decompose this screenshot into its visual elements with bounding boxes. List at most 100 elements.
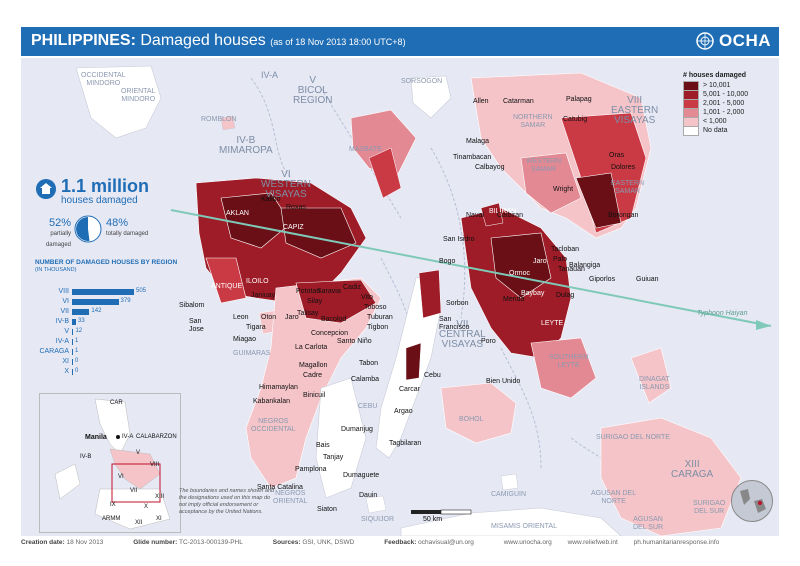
town-label: Catarman: [503, 98, 534, 105]
town-label: Tinambacan: [453, 154, 492, 161]
region-bars-heading: NUMBER OF DAMAGED HOUSES BY REGION: [35, 259, 178, 266]
province-bohol: BOHOL: [459, 416, 484, 423]
bar-region-label: VIII: [58, 288, 69, 295]
town-label: Janiuay: [251, 292, 276, 299]
inset-label: V: [136, 450, 141, 456]
town-label: Calamba: [351, 376, 380, 383]
province-sorsogon: SORSOGON: [401, 78, 443, 85]
inset-label: Manila: [85, 434, 107, 441]
inset-label: IV-B: [80, 454, 92, 460]
region-bars-unit: (IN THOUSAND): [35, 267, 77, 273]
town-label: Pototan: [296, 288, 321, 295]
town-label: Kalibo: [261, 196, 281, 203]
title-date: (as of 18 Nov 2013 18:00 UTC+8): [270, 37, 406, 47]
bar-xi: [72, 359, 73, 365]
town-label: Vito: [361, 294, 373, 301]
province-guimaras: GUIMARAS: [233, 350, 271, 357]
partially-damaged-stat: 52% partially damaged: [37, 218, 71, 251]
bar-iv-b: [72, 319, 77, 325]
footer-sources: Sources: GSI, UNK, DSWD: [272, 539, 355, 546]
town-label: Saravia: [317, 288, 341, 295]
title-topic: Damaged houses: [140, 32, 266, 49]
legend-title: # houses damaged: [683, 72, 747, 79]
town-label: Sorbon: [446, 300, 469, 307]
bar-value-label: 379: [120, 298, 131, 304]
town-label: Kabankalan: [253, 398, 290, 405]
province-capiz: CAPIZ: [283, 224, 304, 231]
town-label: Bien Unido: [486, 378, 521, 385]
town-label: Roxas: [286, 204, 306, 211]
province-western-samar: WESTERN SAMAR: [526, 158, 561, 173]
footer-bar: Creation date: 18 Nov 2013 Glide number:…: [21, 539, 779, 546]
inset-map-shape: [54, 398, 171, 530]
province-iloilo: ILOILO: [246, 278, 269, 285]
town-label: Bacolod: [321, 316, 347, 323]
province-cebu: CEBU: [358, 403, 378, 410]
town-label: Malaga: [466, 138, 489, 145]
ocha-logo: OCHA: [695, 30, 771, 52]
province-agusan-norte: AGUSAN DEL NORTE: [591, 490, 637, 505]
province-eastern-samar: EASTERN SAMAR: [611, 180, 645, 195]
town-label: La Carlota: [295, 344, 328, 351]
inset-label: CALABARZON: [136, 434, 177, 440]
bar-value-label: 1: [75, 338, 79, 344]
bar-region-label: VI: [62, 298, 69, 305]
town-label: Allen: [473, 98, 489, 105]
totally-damaged-stat: 48% totally damaged: [106, 218, 148, 240]
town-label: Tanauan: [558, 266, 585, 273]
region-label-ivb: IV-B MIMAROPA: [219, 135, 273, 156]
province-misamis-ori: MISAMIS ORIENTAL: [491, 523, 557, 530]
bar-iv-a: [72, 339, 73, 345]
bar-v: [72, 329, 74, 335]
town-label: Catubig: [563, 116, 588, 123]
town-label: Carcar: [399, 386, 421, 393]
typhoon-track-label: Typhoon Haiyan: [697, 310, 748, 317]
legend-label: < 1,000: [703, 118, 727, 125]
town-label: Jaro: [285, 314, 299, 321]
region-label-iva: IV-A: [261, 70, 279, 80]
footer-glide: Glide number: TC-2013-000139-PHL: [133, 539, 243, 546]
town-label: Balangiga: [569, 262, 601, 269]
town-label: Argao: [394, 408, 413, 415]
town-label: Talisay: [297, 310, 319, 317]
footer-link-reliefweb[interactable]: www.reliefweb.int: [567, 539, 618, 546]
town-label: San Jose: [189, 318, 204, 333]
town-label: Himamaylan: [259, 384, 298, 391]
province-masbate: MASBATE: [349, 146, 382, 153]
region-bars-title: NUMBER OF DAMAGED HOUSES BY REGION (IN T…: [35, 259, 177, 274]
inset-label: CAR: [110, 400, 123, 406]
town-label: Dolores: [611, 164, 636, 171]
town-label: Ormoc: [509, 270, 530, 277]
summary-total-value: 1.1 million: [61, 176, 150, 196]
bar-viii: [72, 289, 134, 295]
bar-region-label: V: [64, 328, 69, 335]
partially-label: partially damaged: [45, 231, 71, 248]
region-label-vi: VI WESTERN VISAYAS: [261, 169, 311, 200]
partially-pct: 52%: [48, 217, 71, 229]
inset-label: X: [144, 504, 149, 510]
town-label: Leon: [233, 314, 249, 321]
town-label: Poro: [481, 338, 496, 345]
legend-label: 5,001 - 10,000: [703, 91, 749, 98]
un-emblem-icon: [696, 32, 714, 50]
footer-link-humanitarianresponse[interactable]: ph.humanitarianresponse.info: [633, 539, 720, 546]
inset-label: XI: [156, 516, 162, 522]
map-area[interactable]: IV-A V BICOL REGION IV-B MIMAROPA VI WES…: [21, 58, 779, 536]
town-label: Siaton: [317, 506, 337, 513]
footer-feedback[interactable]: Feedback: ochavisual@un.org: [384, 539, 474, 546]
bar-x: [72, 369, 73, 375]
footer-link-unocha[interactable]: www.unocha.org: [503, 539, 552, 546]
region-label-v: V BICOL REGION: [293, 75, 333, 106]
region-label-xiii: XIII CARAGA: [671, 459, 714, 480]
header-bar: PHILIPPINES: Damaged houses (as of 18 No…: [21, 27, 779, 56]
bar-caraga: [72, 349, 73, 355]
inset-label: VI: [118, 474, 124, 480]
town-label: Silay: [307, 298, 323, 305]
inset-label: VII: [130, 488, 138, 494]
province-dinagat: DINAGAT ISLANDS: [639, 376, 670, 391]
town-label: Tacloban: [551, 246, 580, 253]
typhoon-track-line: [170, 209, 772, 327]
bar-region-label: X: [64, 368, 69, 375]
town-label: Binicuil: [303, 392, 326, 399]
town-label: Tigara: [246, 324, 266, 331]
